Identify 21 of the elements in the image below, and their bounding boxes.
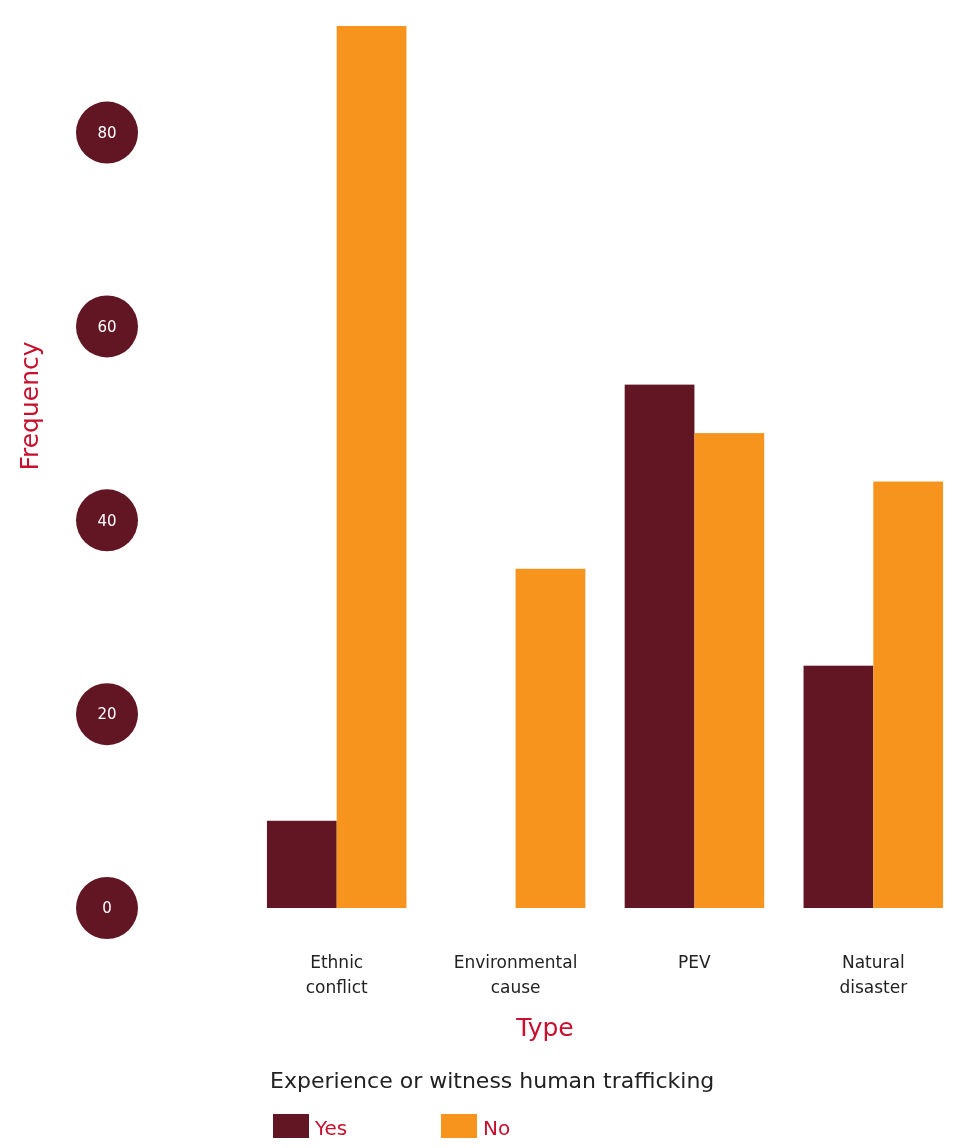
x-tick-label: PEV (678, 952, 712, 972)
bar (266, 820, 337, 908)
bar (873, 481, 944, 908)
x-tick-label: Natural disaster (839, 952, 908, 997)
bar (336, 26, 407, 908)
y-tick-label: 40 (97, 511, 117, 530)
legend-title: Experience or witness human trafficking (270, 1068, 715, 1093)
y-tick-label: 0 (102, 899, 112, 918)
bar (624, 384, 695, 908)
x-axis-title: Type (515, 1013, 574, 1042)
legend-label: Yes (314, 1116, 348, 1140)
y-tick-label: 20 (97, 705, 117, 724)
x-tick-label: Ethnic conflict (305, 952, 369, 997)
y-axis-title: Frequency (15, 341, 44, 471)
y-tick-label: 60 (97, 317, 117, 336)
bar (694, 433, 765, 908)
bar (803, 665, 874, 908)
bar (515, 568, 586, 908)
legend-label: No (483, 1116, 511, 1140)
x-tick-label: Environmental cause (453, 952, 578, 997)
y-tick-label: 80 (97, 123, 117, 142)
